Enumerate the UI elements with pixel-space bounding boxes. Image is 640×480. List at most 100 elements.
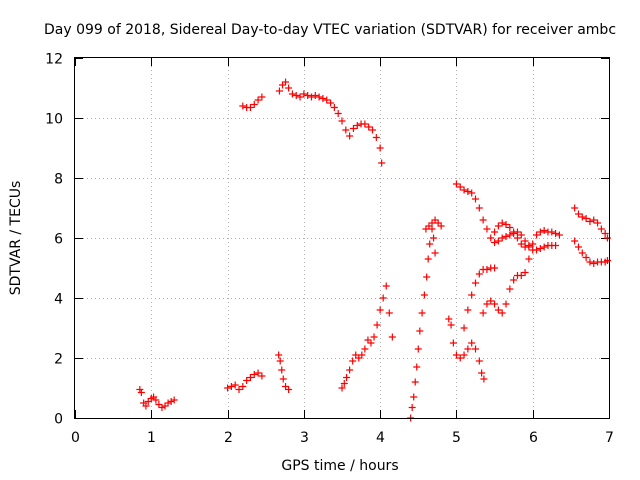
data-point [246, 104, 254, 111]
data-point [525, 242, 533, 249]
data-point [464, 345, 472, 353]
data-point [552, 242, 560, 249]
data-point [142, 402, 150, 410]
data-point [158, 404, 166, 411]
data-point [254, 96, 262, 104]
data-point [468, 291, 476, 299]
data-point [304, 92, 312, 99]
data-point [424, 255, 432, 263]
data-point [353, 122, 361, 129]
data-point [382, 282, 390, 290]
data-point [428, 219, 436, 227]
y-tick-label: 0 [54, 412, 63, 428]
data-point [349, 125, 357, 132]
data-point [480, 375, 488, 383]
data-point [137, 389, 145, 396]
data-point [540, 227, 548, 234]
data-point [582, 215, 590, 222]
data-point [586, 218, 594, 225]
y-tick-label: 8 [54, 172, 63, 188]
data-point [452, 351, 460, 359]
data-point [334, 110, 342, 117]
data-point [227, 383, 235, 390]
data-point [521, 237, 529, 245]
data-point [460, 186, 468, 194]
data-point [586, 258, 594, 266]
data-point [323, 96, 331, 104]
data-point [296, 93, 304, 101]
data-point [536, 245, 544, 252]
data-point [285, 386, 293, 393]
data-point [338, 117, 346, 125]
data-point [491, 239, 499, 246]
data-point [231, 381, 239, 389]
data-point [472, 195, 479, 203]
x-tick-label: 7 [605, 430, 614, 446]
data-point [487, 234, 495, 242]
data-point [278, 366, 286, 374]
data-point [167, 398, 175, 405]
data-point [276, 357, 284, 365]
x-tick-label: 5 [452, 430, 461, 446]
series-s15 [571, 237, 611, 267]
data-point [472, 279, 479, 287]
data-point [278, 81, 286, 89]
data-point [330, 104, 338, 111]
data-point [319, 95, 327, 102]
series-s3 [239, 93, 266, 111]
data-point [434, 219, 442, 227]
data-point [472, 345, 479, 353]
data-point [152, 396, 160, 404]
data-point [574, 210, 582, 218]
series-s12 [479, 227, 563, 317]
data-point [288, 90, 296, 98]
x-tick-label: 0 [71, 430, 80, 446]
data-point [254, 369, 262, 377]
data-point [311, 92, 319, 99]
data-point [340, 380, 348, 387]
data-point [275, 351, 283, 359]
data-point [358, 351, 366, 359]
data-point [342, 126, 350, 134]
data-point [315, 93, 323, 101]
data-point [574, 243, 582, 251]
data-point [369, 126, 377, 134]
grid-layer [75, 58, 609, 418]
data-point [483, 300, 491, 308]
data-point [275, 87, 283, 95]
data-point [372, 134, 380, 141]
series-s7 [407, 225, 439, 422]
data-point [536, 228, 544, 236]
data-point [282, 383, 290, 390]
data-point [464, 188, 472, 195]
data-point [571, 204, 579, 212]
data-point [578, 249, 586, 257]
data-point [349, 357, 357, 365]
data-point [460, 351, 468, 359]
data-point [468, 189, 476, 197]
data-point [506, 231, 514, 239]
series-s1 [136, 386, 178, 411]
data-point [243, 377, 251, 384]
series-s5 [275, 78, 386, 167]
data-point [235, 386, 243, 393]
data-point [410, 393, 418, 401]
data-point [355, 354, 363, 362]
x-axis-label: GPS time / hours [281, 458, 398, 474]
data-point [533, 246, 541, 254]
data-point [578, 213, 586, 221]
data-point [376, 144, 384, 152]
data-point [224, 384, 232, 392]
data-point [418, 309, 426, 317]
data-point [246, 374, 254, 381]
data-point [285, 84, 293, 92]
data-point [408, 404, 416, 411]
data-point [338, 384, 346, 392]
data-point [498, 234, 506, 242]
data-point [468, 339, 476, 347]
data-point [456, 354, 464, 362]
data-point [423, 273, 431, 281]
data-point [307, 93, 315, 101]
x-tick-label: 1 [147, 430, 156, 446]
data-point [378, 159, 386, 167]
